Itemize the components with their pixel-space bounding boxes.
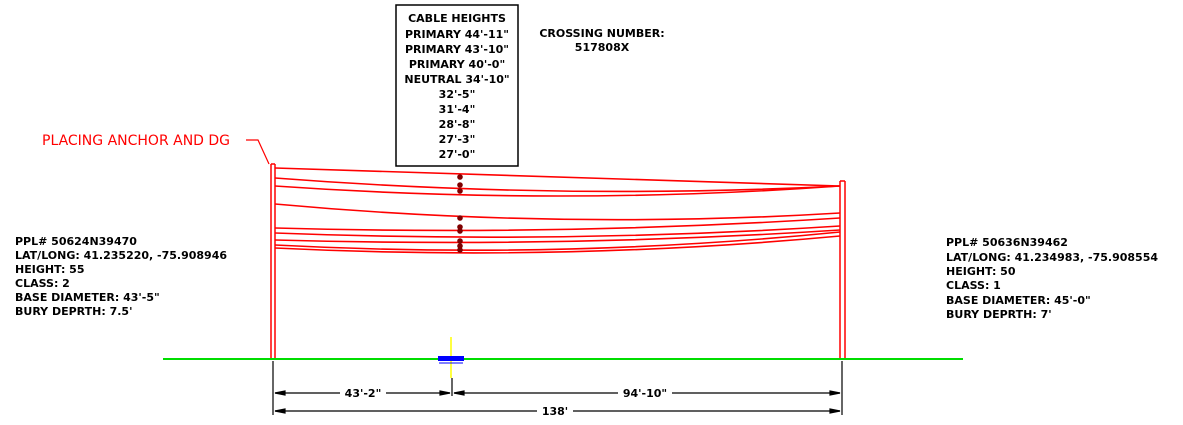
left-pole-ppl: PPL# 50624N39470 [15, 235, 137, 248]
cables [274, 167, 841, 254]
right-pole-bury-depth: BURY DEPRTH: 7' [946, 308, 1052, 321]
dimension-total-span: 138' [542, 405, 568, 418]
cable-height-entry: 28'-8" [439, 118, 476, 131]
cable-heights-title: CABLE HEIGHTS [408, 12, 506, 25]
right-pole-height: HEIGHT: 50 [946, 265, 1016, 278]
cable-height-entry: 27'-0" [439, 148, 476, 161]
dimension-right-span: 94'-10" [623, 387, 667, 400]
cable-height-entry: 31'-4" [439, 103, 476, 116]
cable-height-entry: PRIMARY 43'-10" [405, 43, 509, 56]
right-pole-latlong: LAT/LONG: 41.234983, -75.908554 [946, 251, 1158, 264]
anchor-callout-text: PLACING ANCHOR AND DG [42, 133, 230, 149]
cable-height-entry: NEUTRAL 34'-10" [404, 73, 509, 86]
crossing-measure-points [457, 174, 463, 253]
anchor-callout: PLACING ANCHOR AND DG [42, 133, 270, 165]
left-pole-bury-depth: BURY DEPRTH: 7.5' [15, 305, 132, 318]
left-pole-latlong: LAT/LONG: 41.235220, -75.908946 [15, 249, 227, 262]
cable-communication-4 [274, 231, 841, 252]
left-pole-base-diameter: BASE DIAMETER: 43'-5" [15, 291, 160, 304]
crossing-number: CROSSING NUMBER: 517808X [539, 27, 664, 54]
dimension-left-span: 43'-2" [345, 387, 382, 400]
cable-primary-1 [274, 167, 841, 187]
cable-communication-3 [274, 229, 841, 244]
right-pole-class: CLASS: 1 [946, 279, 1001, 292]
right-pole-base-diameter: BASE DIAMETER: 45'-0" [946, 294, 1091, 307]
left-pole-class: CLASS: 2 [15, 277, 70, 290]
cable-height-entry: 32'-5" [439, 88, 476, 101]
cable-neutral [274, 203, 841, 221]
callout-leader-line [246, 139, 270, 165]
left-pole-info: PPL# 50624N39470 LAT/LONG: 41.235220, -7… [15, 235, 227, 318]
right-pole-info: PPL# 50636N39462 LAT/LONG: 41.234983, -7… [946, 236, 1158, 321]
crossing-number-label: CROSSING NUMBER: [539, 27, 664, 40]
cable-primary-3 [274, 185, 841, 197]
cable-primary-2 [274, 177, 841, 193]
crossing-number-value: 517808X [575, 41, 630, 54]
cable-height-entry: PRIMARY 44'-11" [405, 28, 509, 41]
cable-communication-1 [274, 217, 841, 232]
road-crossing-marker [438, 337, 464, 378]
cable-communication-2 [274, 225, 841, 238]
cable-height-entry: 27'-3" [439, 133, 476, 146]
road-marker [438, 356, 464, 361]
right-pole-ppl: PPL# 50636N39462 [946, 236, 1068, 249]
cable-heights-table: CABLE HEIGHTS PRIMARY 44'-11" PRIMARY 43… [395, 4, 519, 167]
left-pole [270, 163, 276, 360]
left-pole-height: HEIGHT: 55 [15, 263, 85, 276]
right-pole [839, 180, 846, 360]
cable-communication-5 [274, 235, 841, 254]
cable-height-entry: PRIMARY 40'-0" [409, 58, 505, 71]
cable-heights-box [395, 4, 519, 167]
